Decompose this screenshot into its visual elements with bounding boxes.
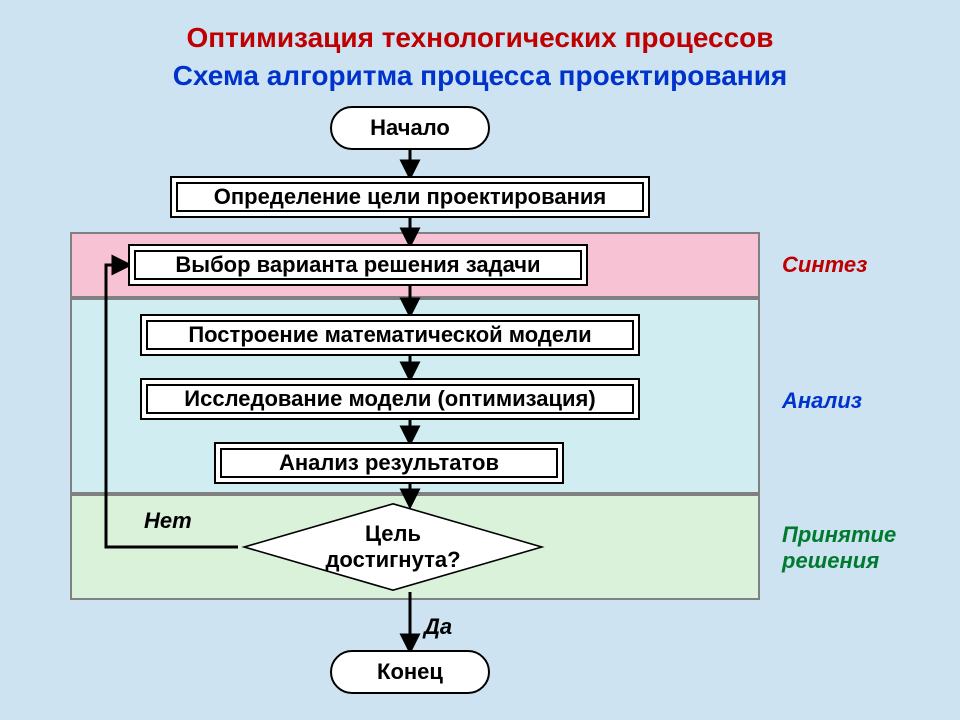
edge-label-no: Нет: [144, 508, 192, 534]
edge-label-yes: Да: [424, 614, 452, 640]
page-title: Оптимизация технологических процессов: [0, 22, 960, 54]
band-label-decision: Принятиерешения: [782, 522, 896, 574]
node-analyze-results: Анализ результатов: [214, 442, 564, 484]
page-subtitle: Схема алгоритма процесса проектирования: [0, 60, 960, 92]
node-choose-variant: Выбор варианта решения задачи: [128, 244, 588, 286]
band-label-analysis: Анализ: [782, 388, 862, 414]
node-start: Начало: [330, 106, 490, 150]
node-goal-reached: Цельдостигнута?: [238, 502, 548, 592]
node-build-model: Построение математической модели: [140, 314, 640, 356]
node-optimize-model: Исследование модели (оптимизация): [140, 378, 640, 420]
node-end: Конец: [330, 650, 490, 694]
band-label-synthesis: Синтез: [782, 252, 867, 278]
node-define-goal: Определение цели проектирования: [170, 176, 650, 218]
